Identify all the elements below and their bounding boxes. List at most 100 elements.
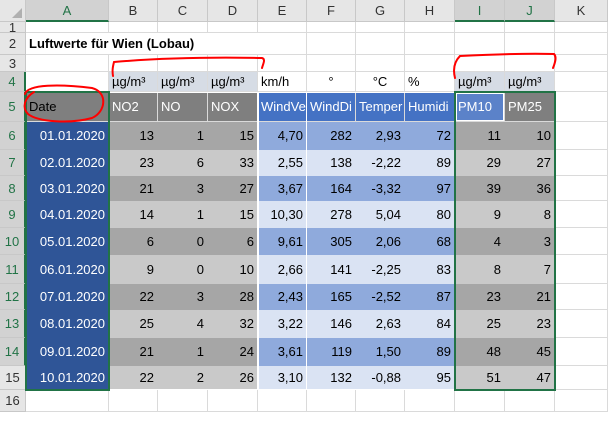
header-pm10[interactable]: PM10 <box>455 92 505 122</box>
value-cell[interactable]: 3,22 <box>258 310 307 338</box>
cell-k13[interactable] <box>555 310 608 338</box>
value-cell[interactable]: 2,63 <box>356 310 405 338</box>
value-cell[interactable]: 3,67 <box>258 176 307 201</box>
value-cell[interactable]: 8 <box>505 201 555 228</box>
cell-k2[interactable] <box>555 33 608 55</box>
cell-k7[interactable] <box>555 150 608 176</box>
value-cell[interactable]: 13 <box>109 122 158 150</box>
cell-k1[interactable] <box>555 22 608 33</box>
value-cell[interactable]: 27 <box>208 176 258 201</box>
value-cell[interactable]: 24 <box>208 338 258 366</box>
value-cell[interactable]: 1,50 <box>356 338 405 366</box>
row-header-2[interactable]: 2 <box>0 33 26 55</box>
column-header-k[interactable]: K <box>555 0 608 22</box>
cell-h2[interactable] <box>405 33 455 55</box>
value-cell[interactable]: 21 <box>505 284 555 310</box>
value-cell[interactable]: 2,06 <box>356 228 405 255</box>
date-cell[interactable]: 01.01.2020 <box>26 122 109 150</box>
value-cell[interactable]: 11 <box>455 122 505 150</box>
date-cell[interactable]: 05.01.2020 <box>26 228 109 255</box>
value-cell[interactable]: 3 <box>505 228 555 255</box>
cell-k10[interactable] <box>555 228 608 255</box>
cell-g3[interactable] <box>356 55 405 72</box>
column-header-f[interactable]: F <box>307 0 356 22</box>
value-cell[interactable]: -3,32 <box>356 176 405 201</box>
value-cell[interactable]: 33 <box>208 150 258 176</box>
column-header-h[interactable]: H <box>405 0 455 22</box>
value-cell[interactable]: 2,66 <box>258 255 307 284</box>
cell-k11[interactable] <box>555 255 608 284</box>
value-cell[interactable]: 132 <box>307 366 356 390</box>
value-cell[interactable]: 23 <box>455 284 505 310</box>
value-cell[interactable]: 6 <box>109 228 158 255</box>
cell-f1[interactable] <box>307 22 356 33</box>
cell-e3[interactable] <box>258 55 307 72</box>
cell-k12[interactable] <box>555 284 608 310</box>
value-cell[interactable]: 3 <box>158 284 208 310</box>
cell-i2[interactable] <box>455 33 505 55</box>
value-cell[interactable]: 95 <box>405 366 455 390</box>
value-cell[interactable]: -2,52 <box>356 284 405 310</box>
row-header-10[interactable]: 10 <box>0 228 26 255</box>
cell-b1[interactable] <box>109 22 158 33</box>
value-cell[interactable]: 39 <box>455 176 505 201</box>
value-cell[interactable]: 22 <box>109 284 158 310</box>
cell-b16[interactable] <box>109 390 158 412</box>
cell-d3[interactable] <box>208 55 258 72</box>
row-header-12[interactable]: 12 <box>0 284 26 310</box>
row-header-3[interactable]: 3 <box>0 55 26 72</box>
cell-a3[interactable] <box>26 55 109 72</box>
value-cell[interactable]: 72 <box>405 122 455 150</box>
cell-a4[interactable] <box>26 72 109 92</box>
value-cell[interactable]: 25 <box>109 310 158 338</box>
cell-k9[interactable] <box>555 201 608 228</box>
header-no[interactable]: NO <box>158 92 208 122</box>
value-cell[interactable]: 21 <box>109 338 158 366</box>
date-cell[interactable]: 02.01.2020 <box>26 150 109 176</box>
row-header-1[interactable]: 1 <box>0 20 26 35</box>
value-cell[interactable]: 5,04 <box>356 201 405 228</box>
value-cell[interactable]: 36 <box>505 176 555 201</box>
value-cell[interactable]: 0 <box>158 255 208 284</box>
cell-e2[interactable] <box>258 33 307 55</box>
cell-h1[interactable] <box>405 22 455 33</box>
value-cell[interactable]: 23 <box>505 310 555 338</box>
cell-g2[interactable] <box>356 33 405 55</box>
value-cell[interactable]: 29 <box>455 150 505 176</box>
cell-k6[interactable] <box>555 122 608 150</box>
cell-j1[interactable] <box>505 22 555 33</box>
value-cell[interactable]: 84 <box>405 310 455 338</box>
value-cell[interactable]: 4 <box>455 228 505 255</box>
value-cell[interactable]: 278 <box>307 201 356 228</box>
value-cell[interactable]: 4,70 <box>258 122 307 150</box>
header-humidi[interactable]: Humidi <box>405 92 455 122</box>
row-header-15[interactable]: 15 <box>0 366 26 390</box>
header-no2[interactable]: NO2 <box>109 92 158 122</box>
value-cell[interactable]: 6 <box>158 150 208 176</box>
value-cell[interactable]: 9 <box>109 255 158 284</box>
cell-i1[interactable] <box>455 22 505 33</box>
row-header-7[interactable]: 7 <box>0 150 26 176</box>
row-header-5[interactable]: 5 <box>0 92 26 122</box>
value-cell[interactable]: 2,43 <box>258 284 307 310</box>
value-cell[interactable]: 15 <box>208 201 258 228</box>
cell-i3[interactable] <box>455 55 505 72</box>
cell-g16[interactable] <box>356 390 405 412</box>
cell-a1[interactable] <box>26 22 109 33</box>
row-header-14[interactable]: 14 <box>0 338 26 366</box>
value-cell[interactable]: 6 <box>208 228 258 255</box>
value-cell[interactable]: 9 <box>455 201 505 228</box>
row-header-11[interactable]: 11 <box>0 255 26 284</box>
value-cell[interactable]: -0,88 <box>356 366 405 390</box>
value-cell[interactable]: 119 <box>307 338 356 366</box>
value-cell[interactable]: 80 <box>405 201 455 228</box>
cell-d16[interactable] <box>208 390 258 412</box>
value-cell[interactable]: 68 <box>405 228 455 255</box>
value-cell[interactable]: 25 <box>455 310 505 338</box>
header-windve[interactable]: WindVe <box>258 92 307 122</box>
cell-c1[interactable] <box>158 22 208 33</box>
value-cell[interactable]: 3,61 <box>258 338 307 366</box>
column-header-i[interactable]: I <box>455 0 505 22</box>
cell-k4[interactable] <box>555 72 608 92</box>
